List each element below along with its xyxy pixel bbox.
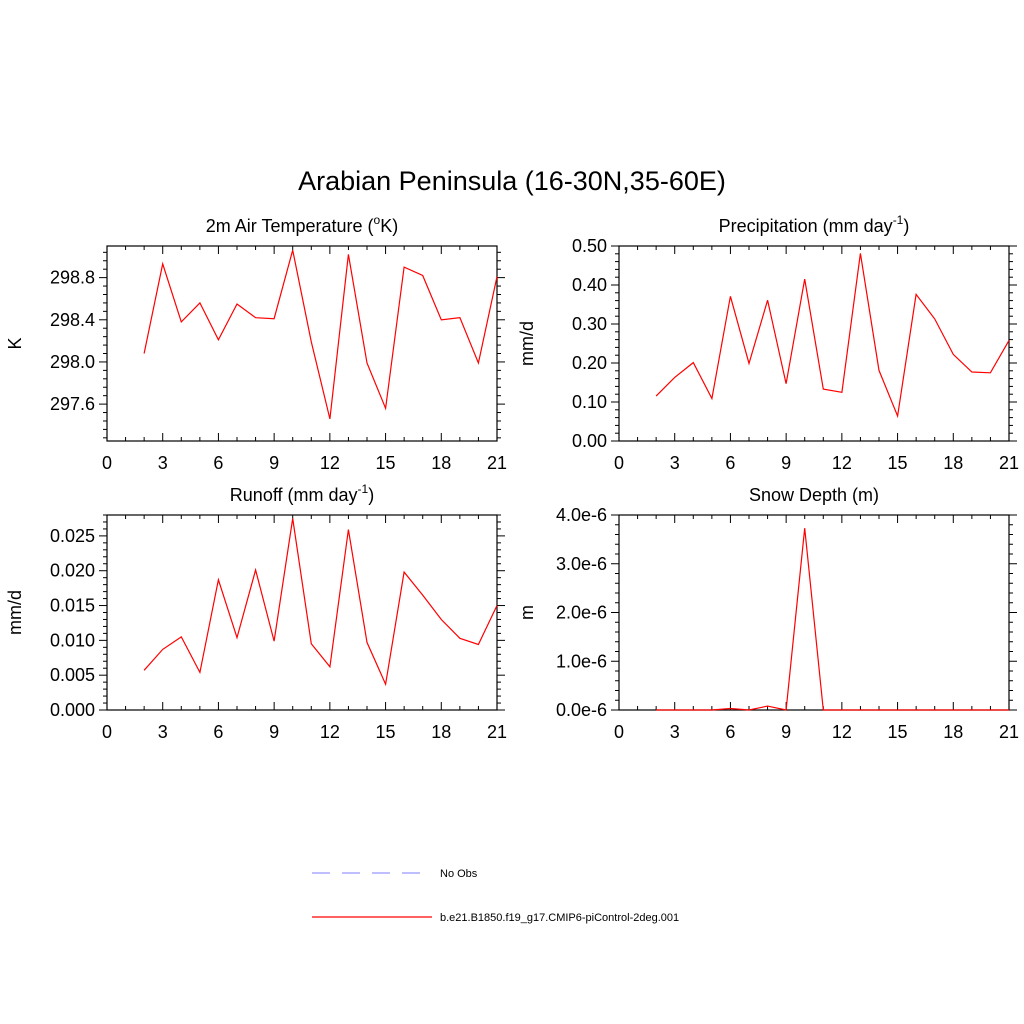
series-line: [143, 250, 498, 420]
y-tick-label: 1.0e-6: [556, 651, 607, 671]
legend-label: b.e21.B1850.f19_g17.CMIP6-piControl-2deg…: [440, 912, 679, 924]
x-tick-label: 0: [102, 722, 112, 742]
panel-title-end: K): [380, 216, 398, 236]
plot-frame: [618, 245, 1010, 442]
panel-runoff: Runoff (mm day-1) mm/d 0 3 6 9 12 15 18 21 0.000 0.…: [5, 482, 507, 742]
panel-title: Snow Depth (m): [749, 485, 879, 505]
x-tick-label: 21: [487, 722, 507, 742]
x-tick-label: 15: [376, 722, 396, 742]
x-tick-label: 15: [888, 453, 908, 473]
panel-precipitation: Precipitation (mm day-1) mm/d 0 3 6 9 12 15 18 21…: [517, 213, 1019, 473]
x-tick-label: 15: [888, 722, 908, 742]
y-tick-label: 0.00: [572, 431, 607, 451]
x-tick-label: 12: [832, 722, 852, 742]
y-tick-label: 298.4: [50, 310, 95, 330]
panel-title: Precipitation (mm day-1): [719, 213, 910, 236]
x-tick-label: 21: [487, 453, 507, 473]
y-tick-label: 0.010: [50, 630, 95, 650]
panel-title-text: Snow Depth (m): [749, 485, 879, 505]
legend: No Obs b.e21.B1850.f19_g17.CMIP6-piContro…: [312, 868, 679, 924]
panel-air-temperature: 2m Air Temperature (oK) K 0 3 6 9 12 15 18 21 297.…: [5, 213, 507, 473]
panel-title-end: ): [903, 216, 909, 236]
y-axis-label: m: [517, 605, 537, 620]
series-line: [656, 528, 1009, 711]
x-tick-label: 12: [832, 453, 852, 473]
x-tick-label: 15: [376, 453, 396, 473]
panel-title-superscript: -1: [893, 213, 904, 227]
panel-title-superscript: o: [374, 213, 381, 227]
y-tick-label: 0.000: [50, 700, 95, 720]
x-tick-label: 0: [102, 453, 112, 473]
x-tick-label: 18: [431, 453, 451, 473]
x-tick-label: 6: [213, 722, 223, 742]
y-tick-label: 0.005: [50, 665, 95, 685]
series-line: [143, 518, 498, 687]
x-tick-label: 12: [320, 453, 340, 473]
y-tick-label: 0.50: [572, 236, 607, 256]
y-axis-label: mm/d: [5, 590, 25, 635]
y-tick-label: 3.0e-6: [556, 554, 607, 574]
y-tick-label: 0.0e-6: [556, 700, 607, 720]
y-tick-label: 0.10: [572, 392, 607, 412]
y-tick-label: 297.6: [50, 394, 95, 414]
y-tick-label: 0.30: [572, 314, 607, 334]
y-tick-label: 0.020: [50, 561, 95, 581]
panel-title-text: 2m Air Temperature (: [206, 216, 374, 236]
x-tick-label: 21: [999, 722, 1019, 742]
y-tick-label: 0.025: [50, 526, 95, 546]
x-tick-label: 12: [320, 722, 340, 742]
y-tick-label: 298.0: [50, 352, 95, 372]
y-tick-label: 4.0e-6: [556, 505, 607, 525]
y-tick-label: 0.015: [50, 596, 95, 616]
x-tick-label: 6: [213, 453, 223, 473]
figure-title: Arabian Peninsula (16-30N,35-60E): [298, 166, 726, 196]
y-tick-label: 0.20: [572, 353, 607, 373]
panel-snow-depth: Snow Depth (m) m 0 3 6 9 12 15 18 21 0.0e-6 1.0e-6 2…: [517, 485, 1019, 742]
x-tick-label: 9: [781, 722, 791, 742]
legend-label: No Obs: [440, 868, 478, 880]
x-tick-label: 3: [158, 722, 168, 742]
x-tick-label: 21: [999, 453, 1019, 473]
x-tick-label: 3: [158, 453, 168, 473]
y-axis-label: K: [5, 337, 25, 349]
x-tick-label: 0: [614, 722, 624, 742]
panel-title: 2m Air Temperature (oK): [206, 213, 398, 236]
x-tick-label: 0: [614, 453, 624, 473]
x-tick-label: 6: [725, 722, 735, 742]
y-tick-label: 298.8: [50, 268, 95, 288]
panel-title: Runoff (mm day-1): [230, 482, 374, 505]
panel-title-text: Precipitation (mm day: [719, 216, 893, 236]
x-tick-label: 3: [670, 453, 680, 473]
x-tick-label: 9: [269, 453, 279, 473]
x-tick-label: 18: [431, 722, 451, 742]
panel-title-end: ): [368, 485, 374, 505]
series-line: [655, 253, 1010, 419]
x-tick-label: 9: [781, 453, 791, 473]
x-tick-label: 18: [943, 453, 963, 473]
panel-title-superscript: -1: [358, 482, 369, 496]
plot-frame: [106, 245, 498, 442]
y-tick-label: 2.0e-6: [556, 603, 607, 623]
y-tick-label: 0.40: [572, 275, 607, 295]
y-axis-label: mm/d: [517, 321, 537, 366]
x-tick-label: 9: [269, 722, 279, 742]
x-tick-label: 18: [943, 722, 963, 742]
panel-title-text: Runoff (mm day: [230, 485, 358, 505]
x-tick-label: 3: [670, 722, 680, 742]
x-tick-label: 6: [725, 453, 735, 473]
